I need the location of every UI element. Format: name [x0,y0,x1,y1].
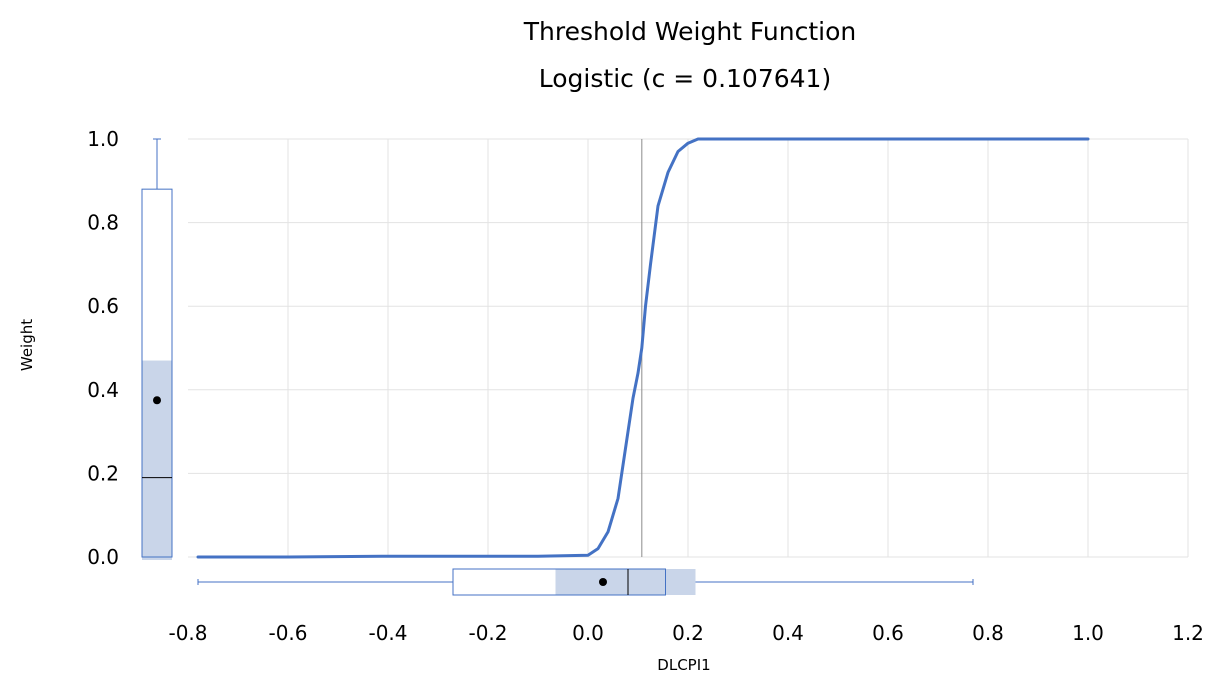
chart-subtitle: Logistic (c = 0.107641) [539,64,831,93]
y-box-mean-ci [142,360,172,560]
x-tick-label: 1.0 [1072,621,1104,645]
x-tick-label: 1.2 [1172,621,1204,645]
y-boxplot [141,138,173,560]
x-tick-label: -0.6 [268,621,307,645]
y-tick-label: 0.6 [87,294,119,318]
x-tick-label: -0.2 [468,621,507,645]
x-axis-ticks: -0.8 -0.6 -0.4 -0.2 0.0 0.2 0.4 0.6 0.8 1.0 1.2 [168,621,1203,645]
x-box-mean-ci [555,569,696,595]
y-box-mean [153,396,161,405]
x-axis-label: DLCPI1 [657,656,710,674]
chart-title: Threshold Weight Function [523,17,857,46]
grid-lines [188,138,1189,558]
y-tick-label: 0.2 [87,461,119,485]
x-tick-label: 0.2 [672,621,704,645]
series-line [196,137,1090,559]
y-axis-label: Weight [18,319,36,371]
x-tick-label: 0.6 [872,621,904,645]
y-tick-label: 1.0 [87,127,119,151]
y-tick-label: 0.4 [87,378,119,402]
y-box-iqr [141,188,173,558]
x-tick-label: 0.0 [572,621,604,645]
y-tick-label: 0.8 [87,211,119,235]
x-tick-label: 0.4 [772,621,804,645]
y-axis-ticks: 0.0 0.2 0.4 0.6 0.8 1.0 [87,127,119,569]
x-boxplot [197,568,974,596]
x-box-iqr [452,568,666,596]
series-group [196,137,1090,559]
y-tick-label: 0.0 [87,545,119,569]
x-tick-label: -0.8 [168,621,207,645]
x-tick-label: -0.4 [368,621,407,645]
x-tick-label: 0.8 [972,621,1004,645]
x-box-mean [599,578,607,586]
